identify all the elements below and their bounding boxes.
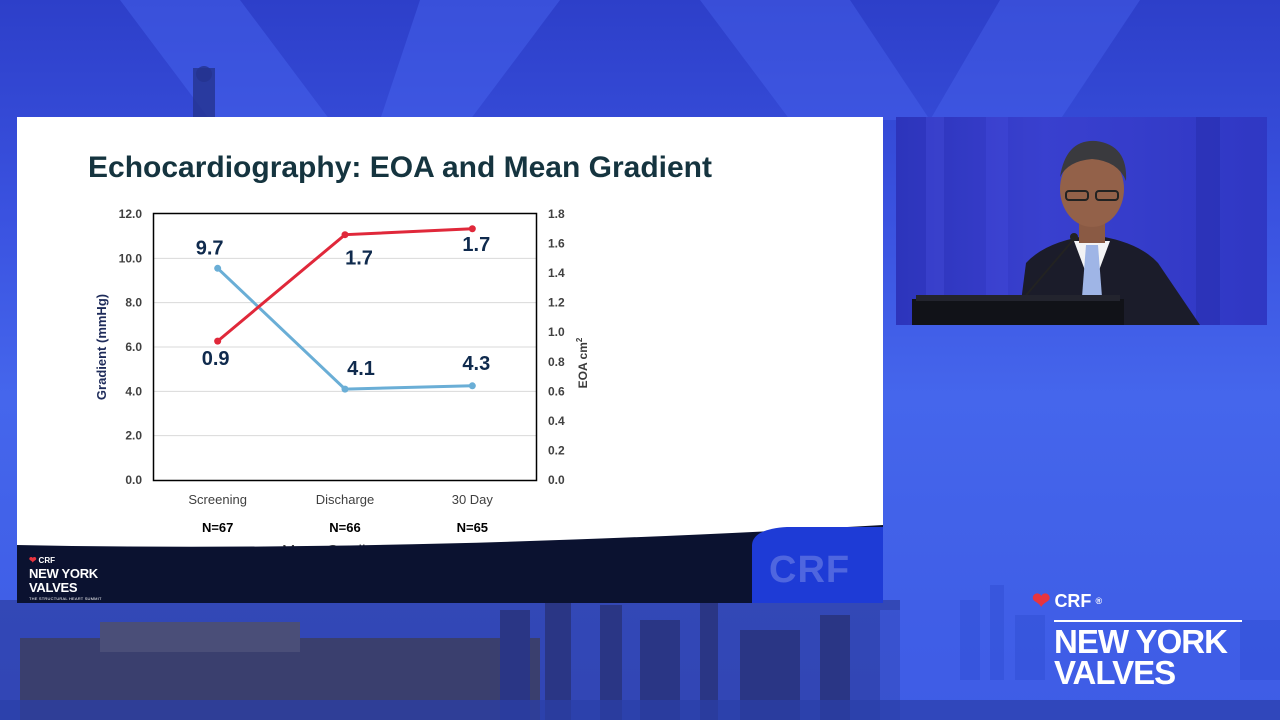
data-label: 4.3 <box>462 353 490 375</box>
category-label: Screening <box>188 492 247 507</box>
y2-tick-label: 1.8 <box>548 207 565 221</box>
event-logo-rule <box>1054 620 1242 622</box>
category-labels: Screening Discharge 30 Day N=67 N=66 N=65 <box>188 492 493 535</box>
y2-tick-label: 0.6 <box>548 384 565 398</box>
y-tick-label: 6.0 <box>125 340 142 354</box>
data-label: 1.7 <box>345 248 373 270</box>
data-label: 0.9 <box>202 348 230 370</box>
n-count-label: N=67 <box>202 520 233 535</box>
data-label: 1.7 <box>462 234 490 256</box>
plot-area-border <box>152 212 538 482</box>
series-line <box>216 267 473 391</box>
y-tick-label: 12.0 <box>119 207 143 221</box>
n-count-label: N=66 <box>329 520 360 535</box>
left-axis-ticks: 0.0 2.0 4.0 6.0 8.0 10.0 12.0 <box>119 207 143 487</box>
y2-tick-label: 1.0 <box>548 325 565 339</box>
chart-data-labels: 9.7 4.1 4.3 0.9 1.7 1.7 <box>196 234 490 380</box>
slide-logo-tagline: THE STRUCTURAL HEART SUMMIT <box>29 596 102 601</box>
y2-tick-label: 1.4 <box>548 266 565 280</box>
y-tick-label: 10.0 <box>119 251 143 265</box>
y2-tick-label: 1.2 <box>548 296 565 310</box>
slide-title: Echocardiography: EOA and Mean Gradient <box>88 151 712 184</box>
presentation-slide: Echocardiography: EOA and Mean Gradient … <box>17 117 883 603</box>
city-skyline <box>0 585 1280 720</box>
y-tick-label: 0.0 <box>125 473 142 487</box>
data-label: 9.7 <box>196 237 224 259</box>
event-logo-line2: VALVES <box>1054 654 1176 691</box>
data-point <box>214 264 222 272</box>
slide-logo-brand: CRF <box>38 556 55 565</box>
y2-tick-label: 1.6 <box>548 237 565 251</box>
y2-tick-label: 0.8 <box>548 355 565 369</box>
y-axis-label: Gradient (mmHg) <box>94 294 109 400</box>
y2-axis-label: EOA cm2 <box>575 337 590 388</box>
event-logo-brand: CRF <box>1054 590 1092 611</box>
crf-watermark: CRF <box>769 549 851 591</box>
y2-tick-label: 0.2 <box>548 443 565 457</box>
registered-mark-icon: ® <box>1095 596 1103 606</box>
speaker-illustration <box>896 117 1267 325</box>
y2-tick-label: 0.4 <box>548 414 565 428</box>
category-label: Discharge <box>316 492 375 507</box>
data-point <box>214 337 222 345</box>
category-label: 30 Day <box>452 492 494 507</box>
data-point <box>468 225 476 233</box>
heart-icon: ❤ <box>29 555 37 565</box>
n-count-label: N=65 <box>457 520 488 535</box>
event-logo-line1: NEW YORK <box>1054 623 1228 660</box>
y-tick-label: 4.0 <box>125 384 142 398</box>
event-logo: ❤ CRF ® NEW YORK VALVES <box>1032 588 1252 691</box>
slide-logo-line1: NEW YORK <box>29 566 98 581</box>
series-line <box>216 227 473 343</box>
chart-gridlines <box>154 257 536 437</box>
data-point <box>468 382 476 390</box>
y-tick-label: 2.0 <box>125 429 142 443</box>
slide-footer-band <box>17 525 883 603</box>
data-label: 4.1 <box>347 358 375 380</box>
slide-logo-line2: VALVES <box>29 580 78 595</box>
slide-logo: ❤ CRF NEW YORK VALVES THE STRUCTURAL HEA… <box>29 555 139 601</box>
y2-tick-label: 0.0 <box>548 473 565 487</box>
right-axis-ticks: 0.0 0.2 0.4 0.6 0.8 1.0 1.2 1.4 1.6 1.8 <box>548 207 565 487</box>
speaker-video-feed <box>896 117 1267 325</box>
data-point <box>341 385 349 393</box>
heart-icon: ❤ <box>1032 588 1051 613</box>
data-point <box>341 231 349 239</box>
y-tick-label: 8.0 <box>125 296 142 310</box>
chart-series <box>214 225 476 393</box>
